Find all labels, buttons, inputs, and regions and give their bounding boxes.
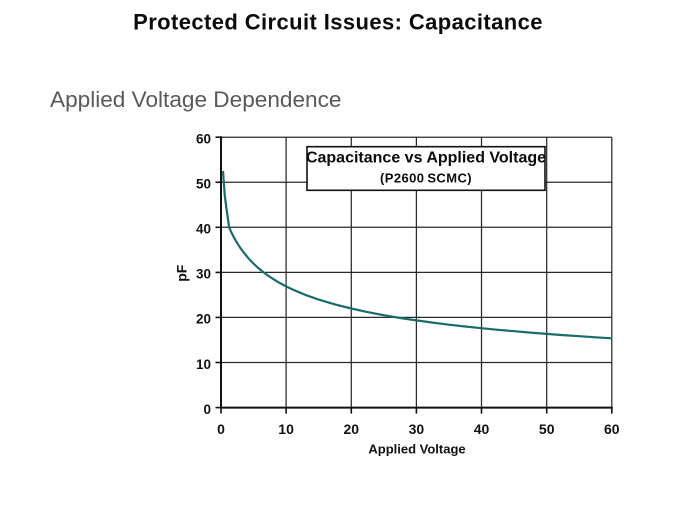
svg-text:Protected Circuit Issues: Capa: Protected Circuit Issues: Capacitance: [133, 10, 543, 35]
svg-text:50: 50: [539, 421, 555, 437]
svg-text:Capacitance vs Applied Voltage: Capacitance vs Applied Voltage: [306, 150, 546, 167]
svg-text:pF: pF: [173, 264, 189, 282]
svg-text:Applied Voltage: Applied Voltage: [368, 442, 465, 457]
svg-text:40: 40: [196, 222, 211, 237]
svg-text:0: 0: [203, 402, 211, 417]
svg-text:Applied Voltage Dependence: Applied Voltage Dependence: [50, 87, 341, 112]
svg-text:20: 20: [344, 421, 360, 437]
svg-text:(P2600 SCMC): (P2600 SCMC): [380, 171, 472, 186]
svg-text:40: 40: [474, 421, 490, 437]
svg-text:0: 0: [217, 421, 225, 437]
svg-text:10: 10: [278, 421, 294, 437]
svg-text:30: 30: [409, 421, 425, 437]
svg-text:60: 60: [604, 421, 620, 437]
svg-text:60: 60: [196, 132, 211, 147]
svg-text:20: 20: [196, 312, 211, 327]
svg-text:50: 50: [196, 177, 211, 192]
svg-text:10: 10: [196, 357, 211, 372]
svg-text:30: 30: [196, 267, 211, 282]
